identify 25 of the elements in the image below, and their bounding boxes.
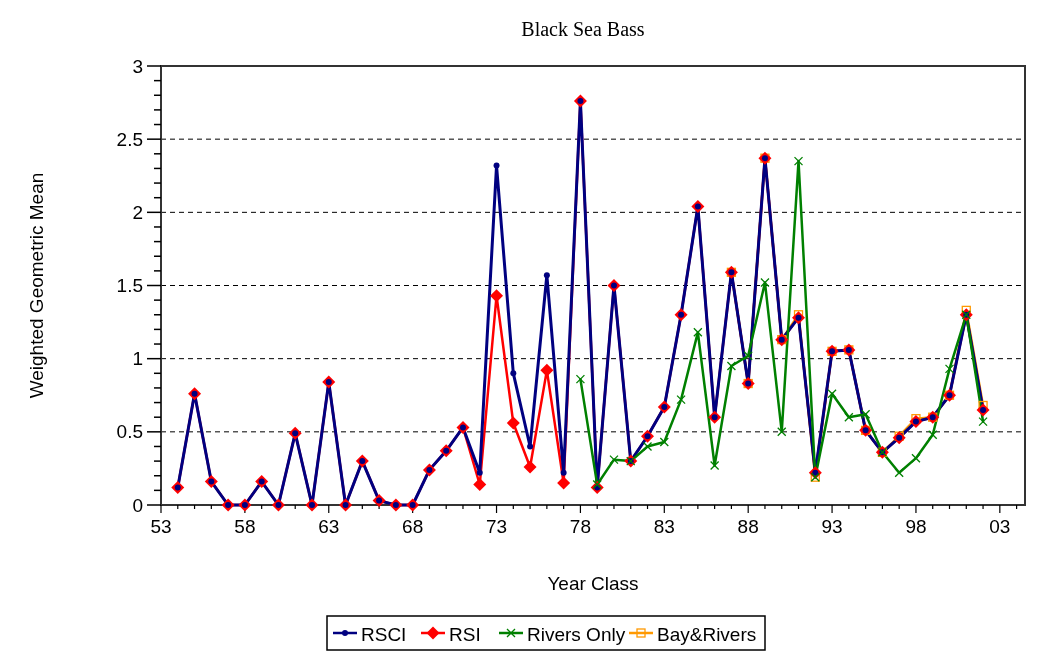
- legend-label: RSCI: [361, 623, 407, 645]
- x-tick-label: 58: [234, 516, 256, 537]
- x-tick-label: 68: [402, 516, 424, 537]
- y-axis-title: Weighted Geometric Mean: [26, 172, 47, 399]
- x-tick-label: 63: [318, 516, 340, 537]
- x-tick-label: 03: [989, 516, 1011, 537]
- legend-label: Rivers Only: [527, 623, 626, 645]
- y-tick-label: 1.5: [116, 275, 143, 297]
- y-tick-label: 3: [132, 55, 143, 77]
- x-tick-label: 83: [653, 516, 675, 537]
- x-axis-title: Year Class: [547, 573, 639, 594]
- legend-label: Bay&Rivers: [657, 623, 757, 645]
- x-tick-label: 53: [150, 516, 172, 537]
- y-tick-label: 1: [132, 348, 143, 370]
- x-tick-label: 78: [569, 516, 591, 537]
- chart-title: Black Sea Bass: [521, 18, 645, 40]
- legend-label: RSI: [449, 623, 481, 645]
- y-tick-label: 0.5: [116, 421, 143, 443]
- x-tick-label: 93: [821, 516, 843, 537]
- y-tick-label: 2: [132, 201, 143, 223]
- y-tick-label: 0: [132, 494, 143, 516]
- x-tick-label: 88: [737, 516, 759, 537]
- y-tick-label: 2.5: [116, 128, 143, 150]
- x-tick-label: 98: [905, 516, 927, 537]
- x-tick-label: 73: [485, 516, 508, 537]
